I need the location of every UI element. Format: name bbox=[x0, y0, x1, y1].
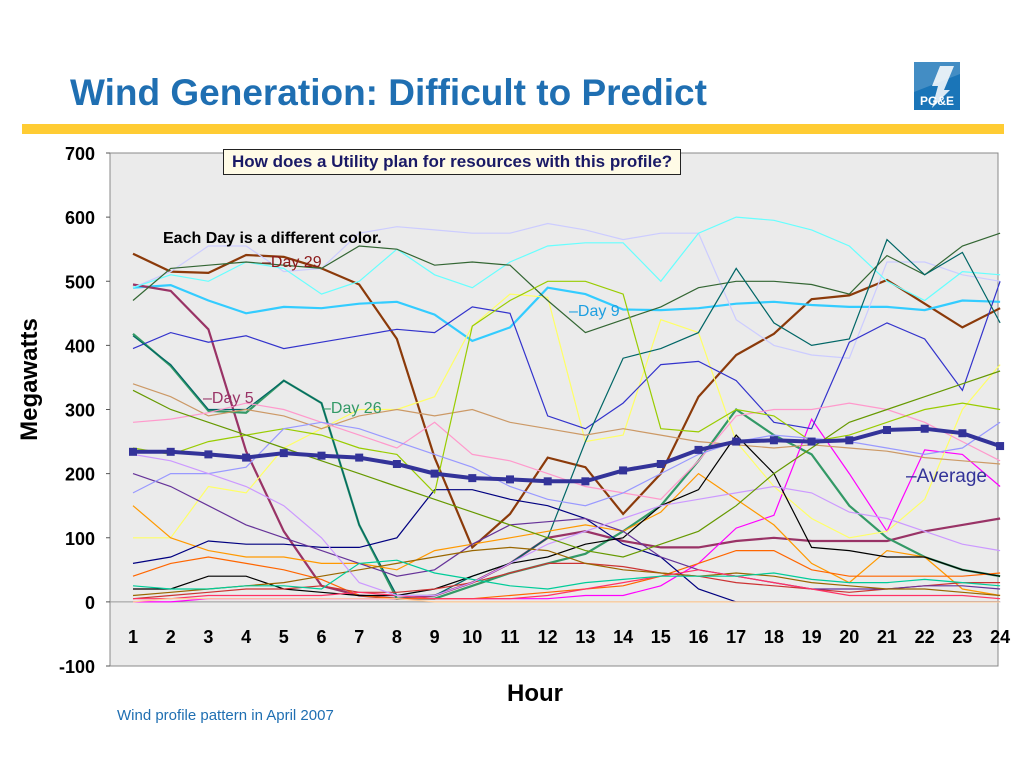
pge-logo-icon: PG&E bbox=[914, 62, 960, 110]
series-day-line-8 bbox=[132, 216, 1001, 302]
x-axis-label: Hour bbox=[507, 680, 563, 707]
x-tick-label: 23 bbox=[952, 627, 972, 647]
day9-label-text: Day 9 bbox=[578, 303, 620, 320]
average-point bbox=[581, 477, 590, 486]
average-label-text: Average bbox=[917, 466, 987, 487]
x-tick-label: 10 bbox=[462, 627, 482, 647]
average-point bbox=[392, 460, 401, 469]
average-point bbox=[543, 477, 552, 486]
y-tick-label: 500 bbox=[65, 272, 95, 292]
y-axis-label: Megawatts bbox=[16, 318, 43, 441]
series-day-line-13 bbox=[132, 472, 1001, 597]
logo-text: PG&E bbox=[920, 94, 954, 108]
y-tick-label: 100 bbox=[65, 529, 95, 549]
series-day-line-19 bbox=[132, 562, 1001, 600]
x-tick-label: 5 bbox=[279, 627, 289, 647]
x-tick-label: 7 bbox=[354, 627, 364, 647]
average-point bbox=[656, 460, 665, 469]
y-tick-label: 600 bbox=[65, 208, 95, 228]
average-point bbox=[807, 437, 816, 446]
average-point bbox=[883, 426, 891, 435]
y-tick-label: 400 bbox=[65, 336, 95, 356]
x-tick-label: 14 bbox=[613, 627, 633, 647]
series-day-29-line bbox=[132, 252, 1001, 550]
x-tick-label: 11 bbox=[500, 627, 519, 647]
average-point bbox=[129, 447, 137, 456]
x-tick-label: 16 bbox=[688, 627, 708, 647]
average-point bbox=[845, 436, 854, 445]
average-point bbox=[242, 453, 251, 462]
average-point bbox=[317, 451, 326, 460]
average-point bbox=[732, 437, 741, 446]
day5-label: –Day 5 bbox=[203, 390, 254, 407]
x-tick-label: 4 bbox=[241, 627, 251, 647]
average-point bbox=[958, 429, 967, 438]
average-point bbox=[430, 469, 439, 478]
average-point bbox=[694, 445, 703, 454]
series-day-line-20 bbox=[132, 473, 1001, 590]
series-day-5-line bbox=[132, 283, 1001, 600]
average-point bbox=[355, 453, 364, 462]
x-tick-label: 12 bbox=[538, 627, 558, 647]
series-day-line-9 bbox=[132, 232, 1001, 334]
average-point bbox=[619, 466, 628, 475]
x-tick-label: 3 bbox=[203, 627, 213, 647]
question-box: How does a Utility plan for resources wi… bbox=[223, 149, 682, 175]
footnote: Wind profile pattern in April 2007 bbox=[117, 707, 334, 724]
x-tick-label: 2 bbox=[166, 627, 176, 647]
day29-label: –Day 29 bbox=[262, 254, 322, 271]
title-underline bbox=[22, 124, 1004, 134]
series-day-line-12 bbox=[132, 383, 1001, 465]
x-tick-label: 18 bbox=[764, 627, 784, 647]
y-tick-label: 700 bbox=[65, 144, 95, 164]
x-tick-label: 13 bbox=[575, 627, 595, 647]
series-day-line-18 bbox=[132, 280, 1001, 495]
series-day-line-26 bbox=[132, 453, 1001, 597]
x-tick-label: 21 bbox=[877, 627, 897, 647]
x-tick-label: 9 bbox=[430, 627, 440, 647]
average-point bbox=[920, 424, 929, 433]
y-tick-label: 0 bbox=[85, 593, 95, 613]
average-point bbox=[204, 450, 213, 459]
day26-label: –Day 26 bbox=[322, 400, 382, 417]
day5-label-text: Day 5 bbox=[212, 390, 254, 407]
x-tick-label: 19 bbox=[802, 627, 822, 647]
each-day-note: Each Day is a different color. bbox=[163, 230, 382, 247]
series-day-line-21 bbox=[132, 546, 1001, 597]
average-point bbox=[279, 449, 288, 458]
series-day-9-line bbox=[132, 283, 1001, 343]
x-tick-label: 22 bbox=[915, 627, 935, 647]
average-label: –Average bbox=[906, 466, 987, 487]
x-tick-label: 15 bbox=[651, 627, 671, 647]
average-point bbox=[996, 442, 1005, 451]
series-day-line-16 bbox=[133, 434, 1001, 597]
day26-label-text: Day 26 bbox=[331, 400, 382, 417]
series-average-line bbox=[133, 426, 1001, 484]
day9-label: –Day 9 bbox=[569, 303, 620, 320]
series-day-line-22 bbox=[133, 569, 1001, 600]
series-day-line-25 bbox=[132, 598, 1001, 603]
series-day-line-11 bbox=[132, 238, 1001, 597]
day29-label-text: Day 29 bbox=[271, 254, 322, 271]
y-tick-label: 200 bbox=[65, 465, 95, 485]
y-tick-label: 300 bbox=[65, 401, 95, 421]
series-day-line-27 bbox=[132, 370, 1001, 558]
average-point bbox=[769, 436, 778, 445]
average-point bbox=[468, 474, 477, 483]
slide-title: Wind Generation: Difficult to Predict bbox=[70, 72, 707, 113]
x-tick-label: 1 bbox=[128, 627, 138, 647]
average-point bbox=[506, 475, 514, 484]
average-point bbox=[166, 447, 175, 456]
series-day-line-24 bbox=[132, 421, 1001, 507]
x-tick-label: 24 bbox=[990, 627, 1010, 647]
series-day-line-14 bbox=[132, 549, 1001, 600]
series-day-line-23 bbox=[132, 559, 1001, 590]
series-day-line-10 bbox=[132, 281, 1001, 430]
x-tick-label: 8 bbox=[392, 627, 402, 647]
x-tick-label: 20 bbox=[839, 627, 859, 647]
y-tick-label: -100 bbox=[59, 657, 95, 677]
x-tick-label: 6 bbox=[316, 627, 326, 647]
x-tick-label: 17 bbox=[726, 627, 746, 647]
